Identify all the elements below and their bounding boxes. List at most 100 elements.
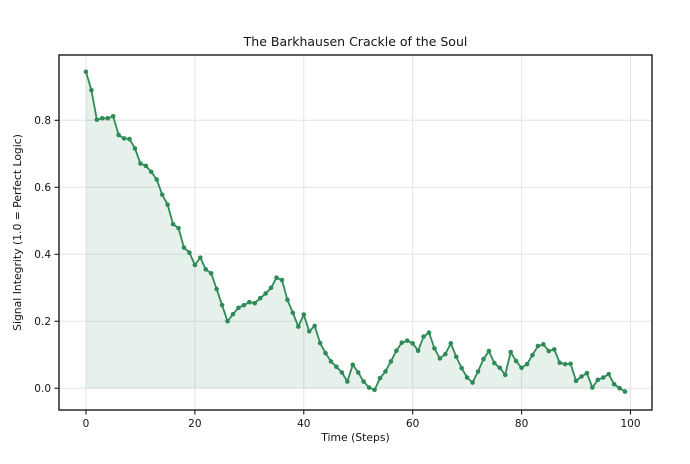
data-point [99,116,105,121]
data-point [551,347,557,352]
data-point [399,340,405,345]
data-point [317,340,323,346]
data-point [159,192,165,197]
data-point [595,377,601,383]
data-point [263,291,268,296]
x-tick-label: 80 [515,418,528,430]
data-point [257,295,263,301]
data-point [372,387,377,393]
data-point [361,379,366,384]
data-point [296,324,301,329]
data-point [116,132,121,138]
x-axis-label: Time (Steps) [320,431,390,444]
data-point [312,323,317,329]
data-point [110,113,116,119]
y-tick-label: 0.0 [34,383,51,395]
data-point [192,262,198,268]
data-point [606,371,612,377]
data-point [481,356,486,362]
data-point [225,318,230,324]
tick-labels: 0 20 40 60 80 100 0.0 0.2 0.4 0.6 0.8 [34,115,640,430]
data-point [252,300,258,306]
data-point [306,329,312,334]
y-tick-label: 0.6 [34,182,51,194]
data-point [502,372,508,378]
data-point [557,360,562,366]
data-point [573,378,579,384]
data-point [579,374,584,379]
data-point [475,369,481,374]
data-point [464,375,470,380]
data-point [236,305,241,311]
data-point [459,365,464,371]
data-point [377,375,383,381]
data-point [132,146,138,151]
data-point [394,348,399,354]
data-point [415,348,421,354]
x-tick-label: 100 [620,418,640,430]
data-point [584,370,590,376]
data-point [328,359,334,364]
data-point [121,136,127,141]
data-point [170,221,176,227]
data-point [366,385,372,390]
data-point [470,380,475,385]
data-point [274,275,279,281]
plot-border [58,54,653,411]
area-under-curve [85,71,626,392]
data-point [497,365,503,371]
data-point [524,361,530,367]
signal-line-path [85,70,626,393]
x-tick-label: 40 [297,418,310,430]
data-point [355,370,361,375]
data-point [241,302,247,308]
data-point [219,302,225,308]
x-tick-label: 20 [188,418,201,430]
data-point [590,385,595,390]
data-point [154,177,160,182]
signal-line [85,70,626,393]
data-point [568,361,573,367]
y-tick-label: 0.2 [34,316,51,328]
data-point [165,202,170,207]
data-point [149,169,154,175]
data-point [187,250,192,255]
data-point [143,163,149,169]
data-point [285,297,290,303]
data-point [519,365,524,371]
data-point [203,267,209,272]
data-point [448,341,454,346]
y-tick-label: 0.8 [34,115,51,127]
x-tick-label: 60 [406,418,419,430]
data-point [105,116,111,121]
grid-layer [59,55,652,410]
data-point [334,364,339,370]
data-point [546,348,552,354]
data-point [541,342,546,347]
data-point [279,277,285,283]
data-point [432,346,437,351]
data-point [421,334,426,339]
data-point [404,338,410,343]
data-point [530,352,535,358]
data-point [622,389,628,394]
data-point [535,343,541,349]
data-point [410,341,415,346]
data-point [198,255,203,260]
data-point [268,285,274,291]
y-tick-label: 0.4 [34,249,51,261]
axes-spines [58,54,653,411]
data-point [230,311,236,317]
data-point [562,361,568,367]
chart-title: The Barkhausen Crackle of the Soul [243,34,468,49]
data-point [208,271,214,276]
data-point [492,360,497,366]
data-point [339,370,345,375]
data-markers [83,69,628,394]
data-point [600,375,606,380]
data-point [247,299,252,305]
data-point [453,354,459,360]
data-point [437,356,443,361]
data-point [89,87,94,93]
